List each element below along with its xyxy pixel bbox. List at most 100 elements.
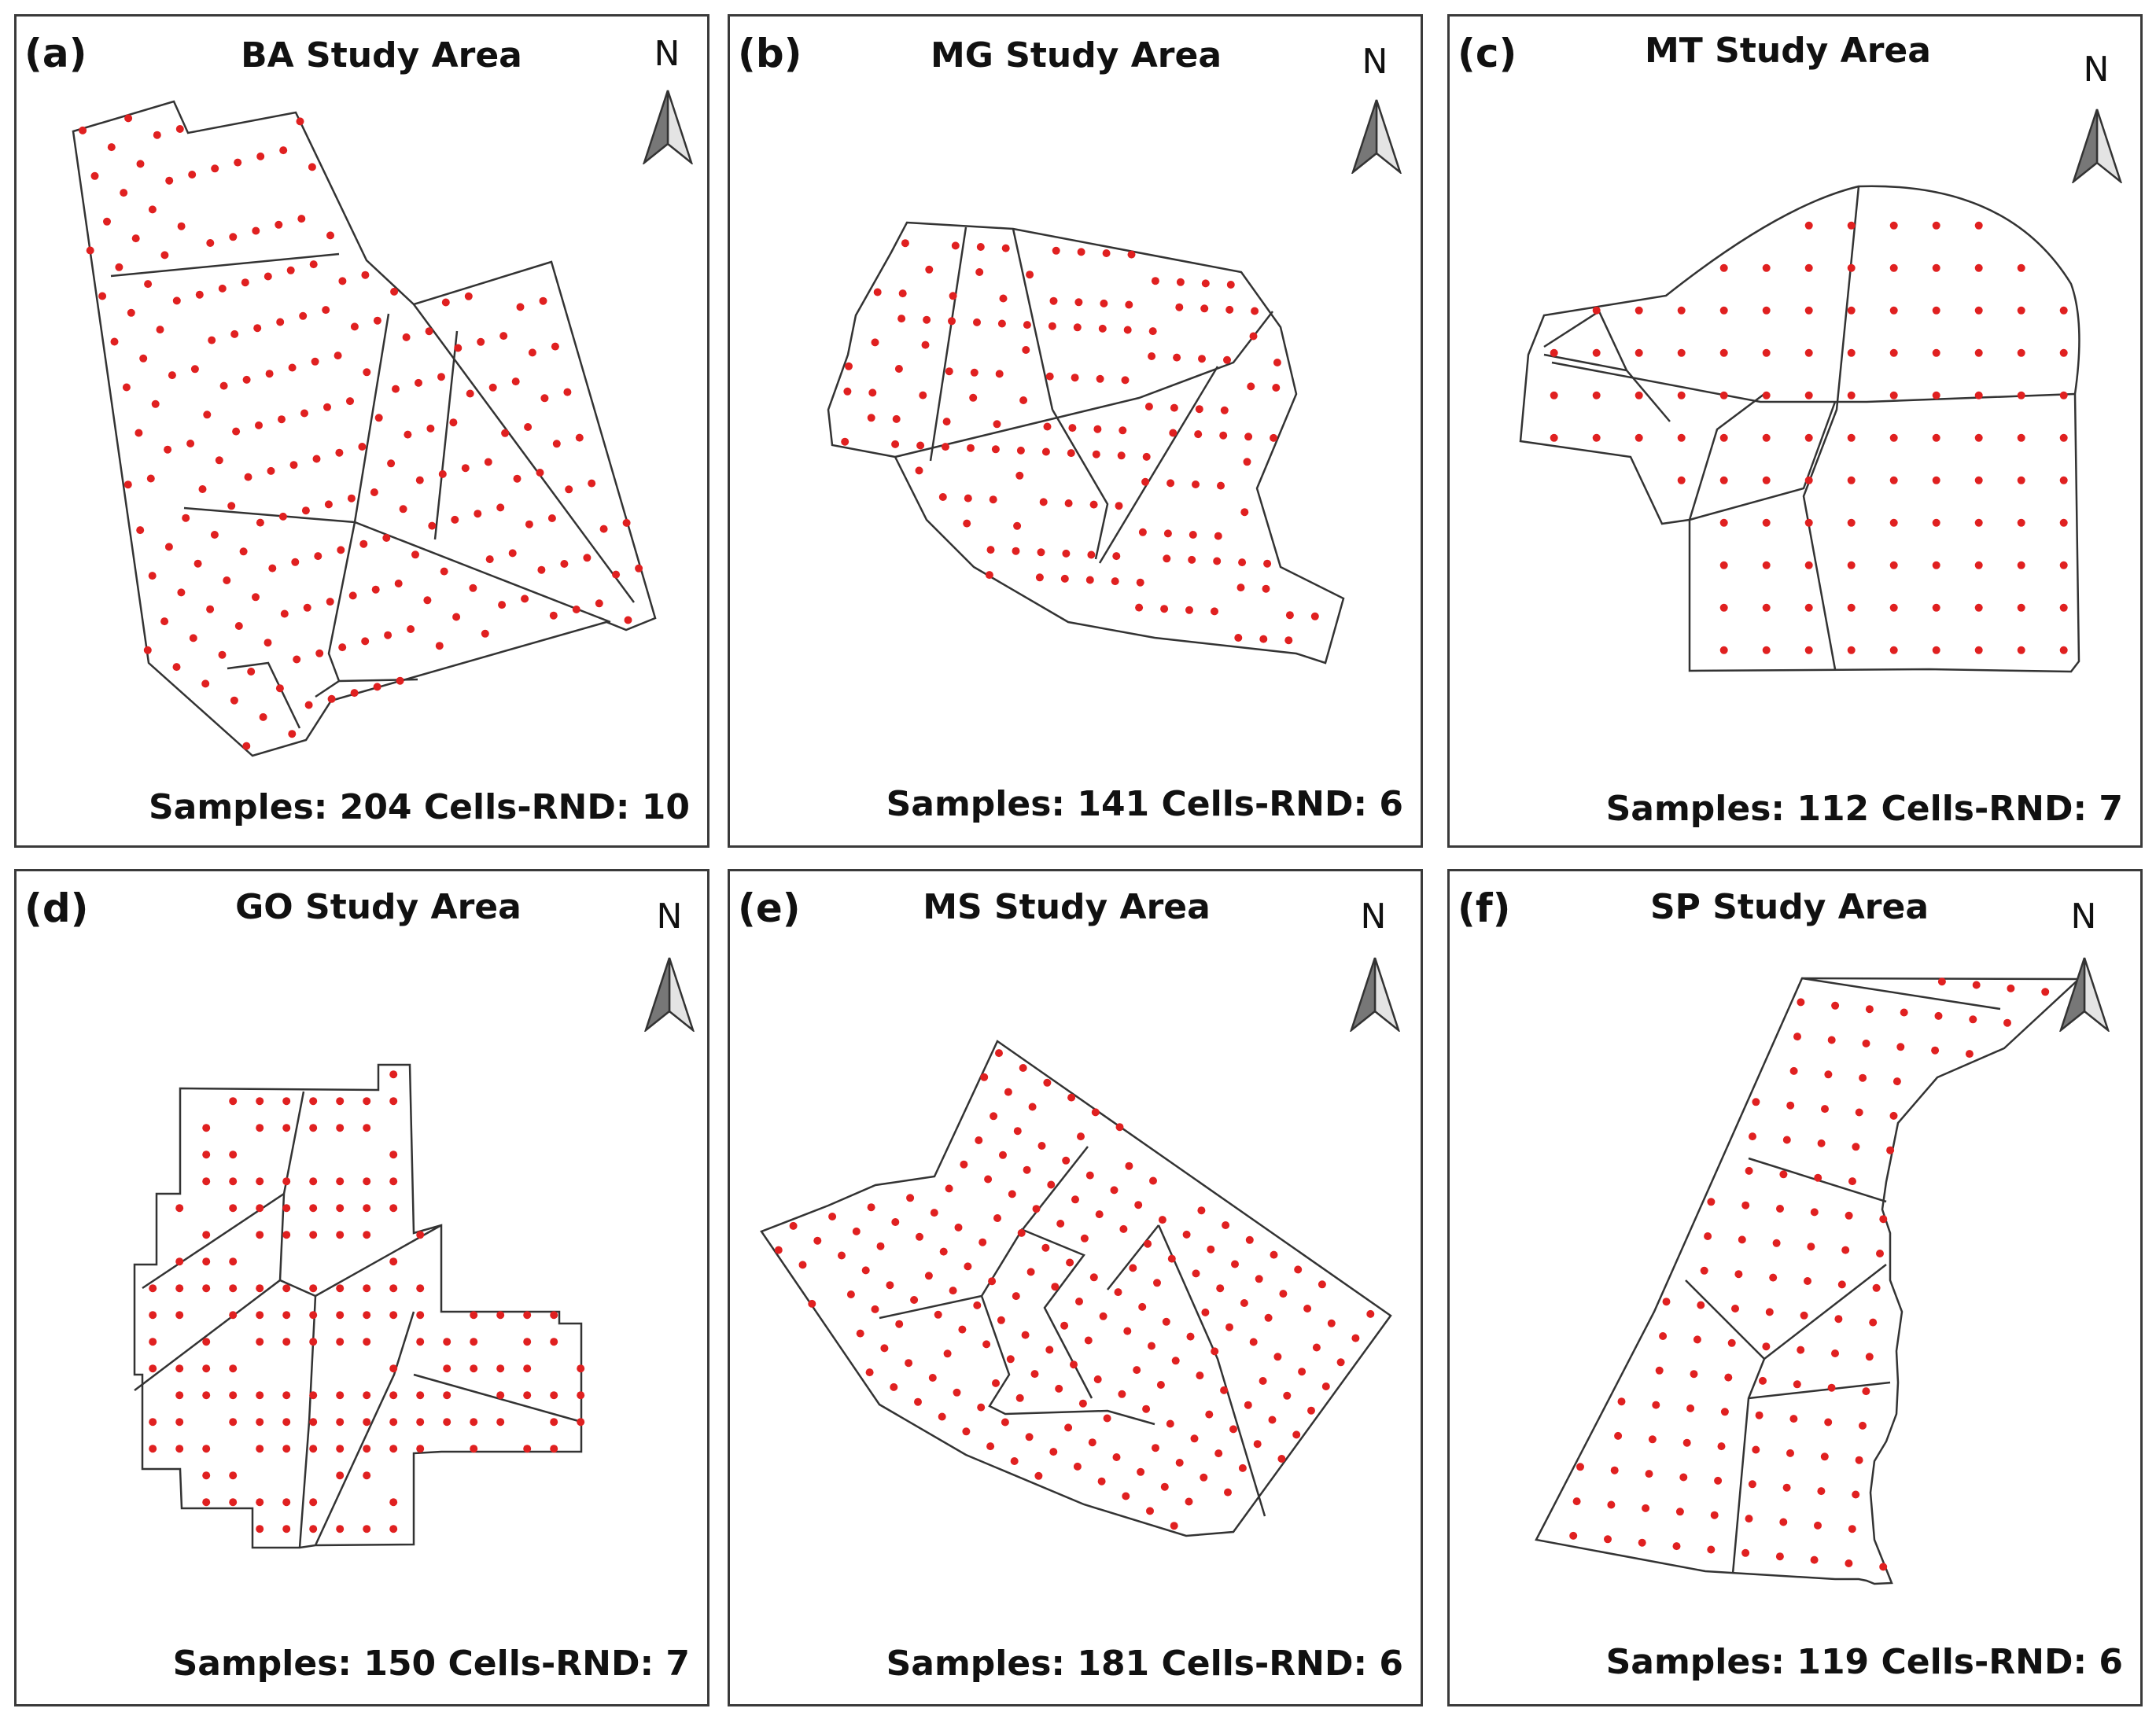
sample-point <box>1234 634 1243 642</box>
sample-point <box>1188 555 1196 564</box>
sample-point <box>540 394 549 403</box>
sample-point <box>177 588 186 597</box>
sample-point <box>449 418 458 427</box>
sample-point <box>416 1284 425 1293</box>
sample-point <box>256 1284 264 1293</box>
sample-point <box>1138 1302 1147 1311</box>
sample-point <box>1160 605 1169 613</box>
sample-point <box>289 461 298 469</box>
sample-point <box>552 440 561 448</box>
sample-point <box>1972 981 1981 989</box>
sample-point <box>165 176 174 185</box>
sample-point <box>336 1204 345 1213</box>
sample-point <box>1765 1308 1774 1316</box>
sample-point <box>389 1257 398 1266</box>
north-arrow-icon <box>1350 957 1400 1032</box>
sample-point <box>1932 518 1940 527</box>
sample-point <box>496 503 505 512</box>
sample-point <box>363 1284 371 1293</box>
sample-point <box>1075 1298 1083 1305</box>
sample-point <box>264 639 272 647</box>
sample-point <box>1727 1338 1736 1347</box>
sample-point <box>1769 1273 1778 1282</box>
sample-point <box>1085 576 1094 584</box>
sample-point <box>1103 1414 1111 1423</box>
sample-point <box>1231 1260 1239 1268</box>
sample-point <box>1804 603 1813 612</box>
sample-point <box>115 263 123 271</box>
sample-point <box>120 189 128 197</box>
sample-point <box>1655 1366 1664 1375</box>
panel-go: (d) GO Study Area N Samples: 150 Cells-R… <box>14 869 709 1706</box>
sample-point <box>311 357 319 366</box>
sample-point <box>892 414 901 423</box>
sample-point <box>470 1338 478 1346</box>
sample-point <box>389 1151 398 1159</box>
sample-point <box>172 663 181 672</box>
sample-point <box>774 1246 783 1254</box>
sample-point <box>1158 1216 1166 1224</box>
sample-point <box>523 1311 532 1320</box>
sample-point <box>595 599 603 608</box>
sample-point <box>1932 263 1940 272</box>
sample-point <box>1073 1462 1082 1471</box>
sample-point <box>963 519 971 528</box>
sample-point <box>978 1238 987 1246</box>
sample-point <box>338 643 347 652</box>
sample-point <box>309 1284 318 1293</box>
sample-point <box>1734 1270 1743 1279</box>
sample-point <box>1677 476 1686 484</box>
sample-point <box>2017 348 2025 357</box>
sample-point <box>1804 221 1813 230</box>
sample-point <box>1638 1538 1646 1547</box>
sample-point <box>867 1203 875 1212</box>
sample-point <box>865 1368 874 1377</box>
sample-point <box>1974 603 1983 612</box>
sample-point <box>985 571 993 580</box>
sample-point <box>1144 403 1153 411</box>
sample-point <box>1677 306 1686 315</box>
sample-point <box>336 1418 345 1427</box>
sample-point <box>1169 429 1178 437</box>
sample-point <box>1066 1258 1074 1267</box>
sample-point <box>1719 263 1728 272</box>
sample-point <box>172 296 181 305</box>
sample-point <box>309 1391 318 1400</box>
sample-point <box>425 327 433 336</box>
sample-point <box>1635 433 1643 442</box>
sample-point <box>496 1311 505 1320</box>
sample-point <box>1064 499 1073 507</box>
sample-point <box>229 1097 238 1106</box>
sample-point <box>415 378 422 387</box>
sample-point <box>485 555 494 564</box>
sample-point <box>1146 1507 1154 1515</box>
sample-point <box>256 1204 264 1213</box>
sample-point <box>363 1311 371 1320</box>
sample-point <box>1837 1280 1846 1289</box>
sample-point <box>244 473 252 481</box>
sample-point <box>1827 1383 1836 1392</box>
sample-point <box>136 160 145 168</box>
sample-point <box>416 1418 425 1427</box>
sample-point <box>969 393 978 402</box>
sample-point <box>924 1272 933 1280</box>
sample-point <box>389 1311 398 1320</box>
sample-point <box>1847 221 1856 230</box>
sample-point <box>1817 1139 1826 1147</box>
sample-point <box>1719 476 1728 484</box>
sample-point <box>1259 635 1268 643</box>
sample-point <box>1677 391 1686 399</box>
sample-point <box>1170 403 1178 412</box>
sample-point <box>1123 326 1132 334</box>
sample-point <box>1719 348 1728 357</box>
sample-point <box>1719 518 1728 527</box>
sample-point <box>1931 1046 1940 1055</box>
sample-point <box>1974 391 1983 399</box>
sample-point <box>1336 1358 1345 1367</box>
sample-point <box>962 1427 971 1436</box>
sample-point <box>1111 577 1119 586</box>
sample-point <box>1889 306 1898 315</box>
sample-point <box>1865 1353 1874 1361</box>
sample-point <box>1847 433 1856 442</box>
sample-point <box>1070 1360 1078 1369</box>
